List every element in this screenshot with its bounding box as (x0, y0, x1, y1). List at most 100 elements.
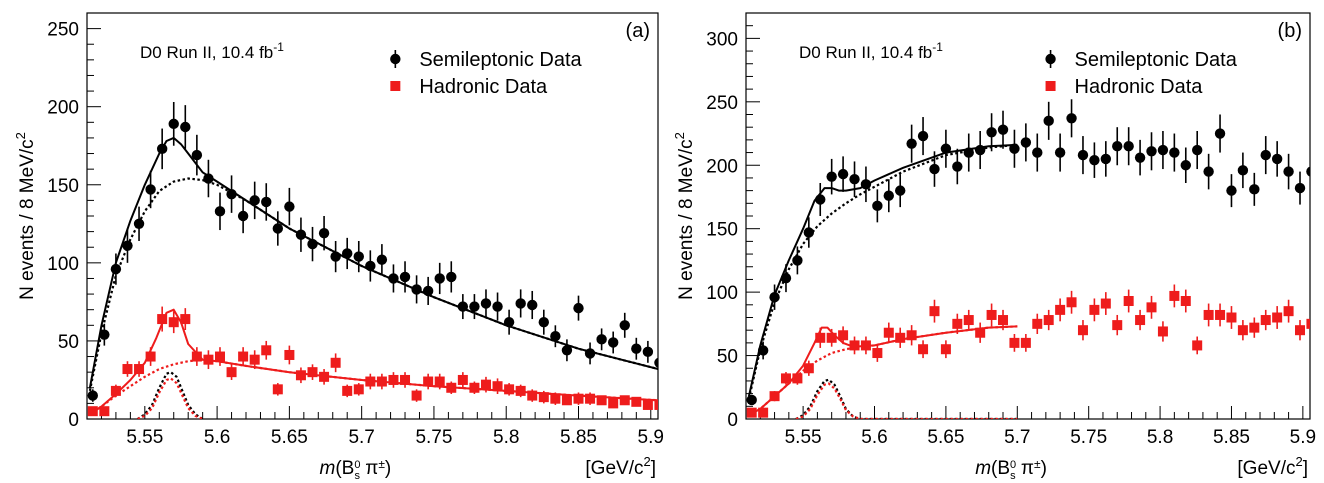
semileptonic-data-point (642, 346, 654, 358)
semileptonic-data-point (619, 320, 630, 331)
x-tick-label: 5.55 (126, 427, 163, 448)
run-annotation: D0 Run II, 10.4 fb-1 (799, 40, 943, 62)
semileptonic-data-point (307, 238, 318, 250)
x-tick-label: 5.6 (861, 427, 887, 448)
hadronic-data-point (1066, 297, 1077, 308)
semileptonic-data-point (457, 301, 469, 312)
hadronic-data-point (1089, 304, 1100, 315)
semileptonic-data-point (399, 271, 411, 283)
semileptonic-data-point (492, 301, 503, 312)
x-axis-unit: [GeV/c2] (585, 454, 656, 479)
semileptonic-data-point (480, 298, 492, 309)
hadronic-data-point (434, 376, 445, 387)
y-tick-label: 250 (706, 93, 738, 114)
hadronic-data-point (110, 385, 121, 396)
hadronic-data-point (423, 376, 434, 387)
semileptonic-data-point (446, 271, 457, 283)
hadronic-data-point (758, 407, 769, 418)
semileptonic-data-point (411, 284, 422, 295)
semileptonic-data-point (156, 143, 168, 155)
hadronic-data-point (1215, 309, 1226, 320)
hadronic-data-point (249, 354, 260, 365)
hadronic-background-fit (89, 358, 658, 416)
hadronic-data-point (998, 315, 1009, 326)
hadronic-data-point (963, 315, 974, 326)
hadronic-data-point (191, 351, 202, 362)
y-tick-label: 0 (727, 410, 738, 431)
hadronic-data-point (1100, 298, 1111, 309)
hadronic-data-point (780, 373, 791, 384)
semileptonic-data-point (1146, 146, 1157, 157)
hadronic-data-point (122, 364, 133, 375)
semileptonic-data-point (1066, 113, 1077, 124)
semileptonic-background-fit (88, 177, 658, 392)
semileptonic-data-point (145, 184, 156, 195)
semileptonic-data-point (203, 173, 214, 184)
semileptonic-data-point (550, 331, 561, 342)
x-tick-label: 5.7 (348, 427, 374, 448)
semileptonic-data-point (917, 130, 929, 142)
hadronic-total-fit (748, 325, 1018, 417)
hadronic-data-point (538, 392, 549, 403)
semileptonic-data-point (434, 273, 445, 284)
y-tick-label: 100 (706, 283, 738, 304)
semileptonic-data-point (87, 390, 98, 401)
semileptonic-data-point (1009, 143, 1020, 154)
hadronic-data-point (1306, 318, 1310, 329)
legend-label-semileptonic: Semileptonic Data (1075, 49, 1238, 71)
hadronic-data-point (365, 376, 376, 387)
semileptonic-data-point (388, 273, 399, 284)
semileptonic-data-point (1134, 152, 1146, 163)
semileptonic-data-point (180, 121, 191, 133)
hadronic-data-point (826, 332, 837, 343)
semileptonic-data-point (214, 206, 226, 217)
semileptonic-data-point (849, 174, 860, 185)
semileptonic-data-point (515, 298, 526, 309)
hadronic-data-point (330, 357, 341, 368)
x-tick-label: 5.6 (204, 427, 230, 448)
y-tick-label: 0 (68, 410, 79, 431)
semileptonic-data-point (1169, 147, 1180, 158)
run-annotation: D0 Run II, 10.4 fb-1 (140, 40, 284, 62)
y-tick-label: 50 (717, 347, 738, 368)
y-axis-label: N events / 8 MeV/c2 (672, 132, 697, 300)
legend-label-hadronic: Hadronic Data (1075, 76, 1204, 98)
x-tick-label: 5.75 (415, 427, 452, 448)
hadronic-data-point (1009, 337, 1020, 348)
hadronic-data-point (99, 406, 110, 417)
semileptonic-data-point (1271, 153, 1283, 165)
semileptonic-data-point (883, 190, 894, 201)
y-tick-label: 200 (47, 98, 79, 119)
hadronic-data-point (492, 381, 503, 392)
y-tick-label: 100 (47, 254, 79, 275)
semileptonic-data-point (895, 185, 906, 196)
legend-marker-hadronic (1045, 81, 1056, 91)
hadronic-data-point (654, 399, 658, 410)
semileptonic-data-point (376, 254, 388, 265)
y-tick-label: 200 (706, 156, 738, 177)
hadronic-data-point (1020, 337, 1031, 348)
semileptonic-data-point (746, 394, 757, 406)
hadronic-data-point (849, 340, 860, 351)
semileptonic-data-point (1214, 128, 1226, 139)
x-tick-label: 5.9 (638, 427, 664, 448)
hadronic-data-point (1260, 315, 1271, 326)
y-tick-label: 50 (58, 332, 79, 353)
hadronic-signal-fit (137, 377, 204, 419)
hadronic-data-point (642, 399, 653, 410)
hadronic-data-point (1272, 312, 1283, 323)
hadronic-data-point (1283, 306, 1294, 317)
legend-marker-semileptonic (1045, 53, 1056, 65)
x-tick-label: 5.65 (271, 427, 308, 448)
hadronic-data-point (608, 398, 619, 409)
semileptonic-data-point (792, 255, 803, 266)
hadronic-data-point (838, 330, 849, 341)
semileptonic-data-point (837, 168, 849, 180)
semileptonic-data-point (1032, 147, 1043, 158)
semileptonic-data-point (1043, 115, 1054, 127)
hadronic-data-point (746, 407, 757, 418)
semileptonic-data-point (815, 194, 826, 205)
hadronic-data-point (157, 314, 168, 325)
hadronic-data-point (480, 379, 491, 390)
